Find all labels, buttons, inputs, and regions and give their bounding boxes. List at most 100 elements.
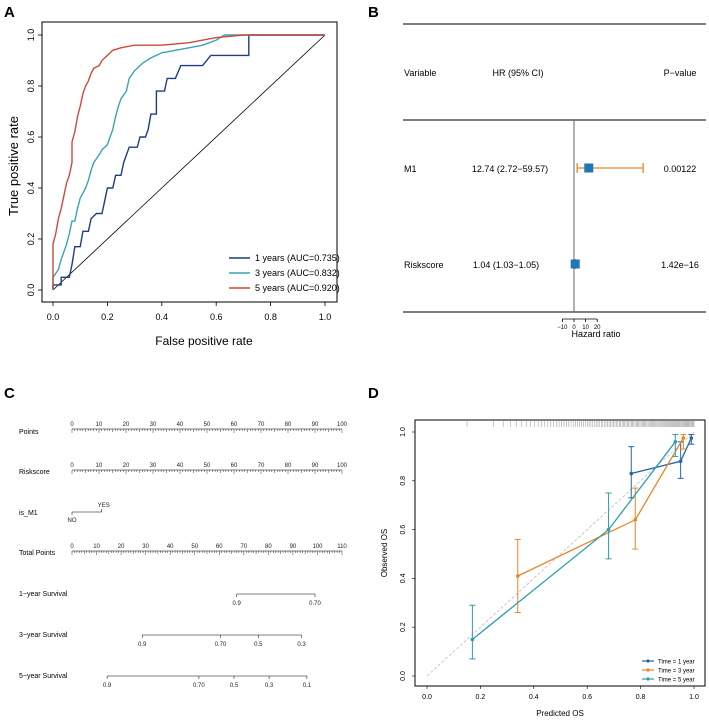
nomogram-riskscore-tick-label: 100 (337, 463, 348, 469)
nomogram-total-points-tick-label: 0 (70, 544, 74, 550)
nomogram-riskscore-tick-label: 60 (231, 463, 238, 469)
nomogram-1-year-survival-tick-label: 0.70 (309, 601, 321, 607)
roc-y-tick-label: 0.8 (26, 80, 36, 93)
forest-header-hr: HR (95% CI) (492, 68, 543, 78)
forest-row-m1-hr: 12.74 (2.72−59.57) (472, 164, 548, 174)
calibration-point (681, 436, 686, 440)
calibration-series-line (517, 437, 684, 577)
calibration-point (689, 436, 694, 440)
forest-row-m1-variable: M1 (404, 164, 417, 174)
forest-header-pvalue: P−value (664, 68, 697, 78)
forest-row-m1-pvalue: 0.00122 (664, 164, 697, 174)
roc-series-line (52, 34, 325, 290)
nomogram-total-points-tick-label: 90 (290, 544, 297, 550)
nomogram-5-year-survival-tick-label: 0.70 (193, 683, 205, 689)
calibration-rug (466, 421, 695, 427)
nomogram-points-tick-label: 100 (337, 422, 348, 428)
calibration-y-tick-label: 0.4 (400, 573, 407, 583)
calibration-x-tick-label: 0.0 (422, 694, 432, 701)
calibration-point (606, 527, 611, 532)
roc-x-axis-label: False positive rate (155, 334, 253, 348)
nomogram-riskscore-tick-label: 30 (150, 463, 157, 469)
roc-plot-frame (41, 21, 338, 303)
calibration-x-tick-label: 0.6 (582, 694, 592, 701)
nomogram-total-points-tick-label: 110 (337, 544, 347, 550)
calibration-legend: Time = 1 year Time = 3 year Time = 5 year (640, 655, 704, 684)
calibration-point (515, 574, 520, 578)
calibration-x-tick-label: 0.8 (636, 694, 646, 701)
roc-y-tick-label: 0.2 (26, 233, 36, 246)
forest-x-tick-label: 10 (582, 325, 589, 331)
calibration-legend-marker (646, 677, 650, 681)
calibration-y-tick-label: 0.2 (400, 622, 407, 632)
nomogram-total-points-tick-label: 60 (216, 544, 223, 550)
panel-label-c: C (4, 385, 15, 402)
nomogram-points-tick-label: 40 (177, 422, 184, 428)
nomogram-total-points-tick-label: 100 (312, 544, 323, 550)
nomogram-points-tick-label: 60 (231, 422, 238, 428)
calibration-y-tick-label: 0.8 (400, 476, 407, 486)
nomogram-riskscore-tick-label: 40 (177, 463, 184, 469)
forest-x-tick-label: 20 (594, 325, 601, 331)
calibration-legend-marker (646, 659, 650, 663)
roc-legend-label: 3 years (AUC=0.832) (255, 268, 340, 278)
nomogram-label-5-year-survival: 5−year Survival (19, 673, 68, 680)
calibration-ideal-line (426, 431, 695, 677)
roc-legend-label: 5 years (AUC=0.920) (255, 283, 340, 293)
nomogram-3-year-survival-tick-label: 0.9 (138, 642, 147, 648)
roc-diagonal-line (52, 34, 326, 291)
calibration-x-tick-label: 0.2 (476, 694, 486, 701)
roc-legend: 1 years (AUC=0.735) 3 years (AUC=0.832) 5 … (229, 253, 340, 293)
roc-x-tick-label: 0.6 (210, 312, 223, 322)
forest-row-riskscore-variable: Riskscore (404, 260, 444, 270)
calibration-point (633, 518, 638, 522)
roc-y-tick-label: 0.4 (26, 182, 36, 195)
panel-label-b: B (368, 4, 379, 21)
roc-series-line (52, 34, 325, 290)
nomogram-points-tick-label: 10 (96, 422, 103, 428)
forest-hr-marker (584, 163, 594, 173)
nomogram-riskscore-tick-label: 80 (285, 463, 292, 469)
nomogram-total-points-tick-label: 20 (118, 544, 125, 550)
roc-x-tick-label: 0.0 (47, 312, 60, 322)
nomogram-points-tick-label: 80 (285, 422, 292, 428)
calibration-legend-label: Time = 3 year (658, 669, 695, 675)
nomogram: Points Riskscore is_M1 Total Points 1−ye… (19, 422, 348, 689)
nomogram-points-tick-label: 90 (312, 422, 319, 428)
calibration-legend-label: Time = 1 year (658, 660, 695, 666)
nomogram-label-riskscore: Riskscore (19, 469, 50, 476)
calibration-chart: 0.0 0.2 0.4 0.6 0.8 1.0 0.0 0.2 0.4 0.6 0.8 1.0 Ti… (380, 419, 706, 718)
nomogram-points-tick-label: 70 (258, 422, 265, 428)
nomogram-label-total-points: Total Points (19, 550, 56, 557)
roc-y-tick-label: 0.6 (26, 131, 36, 144)
nomogram-riskscore-tick-label: 50 (204, 463, 211, 469)
roc-x-tick-label: 0.2 (101, 312, 114, 322)
nomogram-label-points: Points (19, 429, 39, 436)
roc-x-tick-label: 0.8 (264, 312, 277, 322)
forest-row-riskscore-hr: 1.04 (1.03−1.05) (473, 260, 539, 270)
roc-y-tick-label: 0.0 (26, 284, 36, 297)
panel-label-d: D (368, 385, 379, 402)
nomogram-label-1-year-survival: 1−year Survival (19, 591, 68, 598)
forest-row-riskscore-pvalue: 1.42e−16 (661, 260, 699, 270)
calibration-y-tick-label: 0.6 (400, 525, 407, 535)
forest-header-variable: Variable (404, 68, 436, 78)
roc-legend-label: 1 years (AUC=0.735) (255, 253, 340, 263)
nomogram-label-is-m1: is_M1 (19, 510, 38, 517)
nomogram-total-points-tick-label: 70 (240, 544, 247, 550)
nomogram-points-tick-label: 20 (123, 422, 130, 428)
nomogram-5-year-survival-tick-label: 0.9 (103, 683, 112, 689)
nomogram-is-m1-level-label: NO (68, 518, 77, 524)
nomogram-5-year-survival-tick-label: 0.1 (303, 683, 312, 689)
roc-y-tick-label: 1.0 (26, 29, 36, 42)
nomogram-total-points-tick-label: 50 (191, 544, 198, 550)
nomogram-total-points-tick-label: 30 (142, 544, 149, 550)
calibration-point (629, 471, 634, 476)
forest-plot: Variable HR (95% CI) P−value M1 12.74 (2… (403, 23, 706, 339)
nomogram-5-year-survival-tick-label: 0.5 (230, 683, 239, 689)
nomogram-total-points-tick-label: 80 (265, 544, 272, 550)
nomogram-label-3-year-survival: 3−year Survival (19, 632, 68, 639)
calibration-series-line (471, 441, 676, 640)
calibration-y-tick-label: 1.0 (400, 427, 407, 437)
